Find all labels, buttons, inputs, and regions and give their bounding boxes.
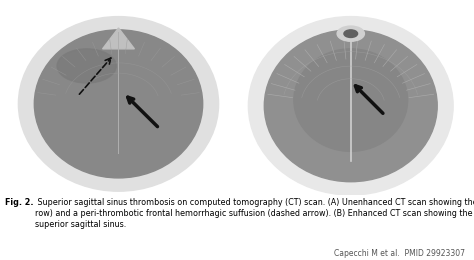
Text: Fig. 2.: Fig. 2. xyxy=(5,198,33,207)
Ellipse shape xyxy=(344,30,357,37)
Text: Capecchi M et al.  PMID 29923307: Capecchi M et al. PMID 29923307 xyxy=(334,249,465,257)
Polygon shape xyxy=(102,28,135,49)
Ellipse shape xyxy=(264,30,437,182)
Ellipse shape xyxy=(34,30,203,178)
Ellipse shape xyxy=(248,17,453,195)
Ellipse shape xyxy=(337,26,365,41)
Ellipse shape xyxy=(294,49,408,151)
Ellipse shape xyxy=(57,49,116,83)
Ellipse shape xyxy=(18,17,219,191)
Text: Superior sagittal sinus thrombosis on computed tomography (CT) scan. (A) Unenhan: Superior sagittal sinus thrombosis on co… xyxy=(35,198,474,229)
Text: B: B xyxy=(244,15,252,25)
Text: A: A xyxy=(11,15,20,25)
